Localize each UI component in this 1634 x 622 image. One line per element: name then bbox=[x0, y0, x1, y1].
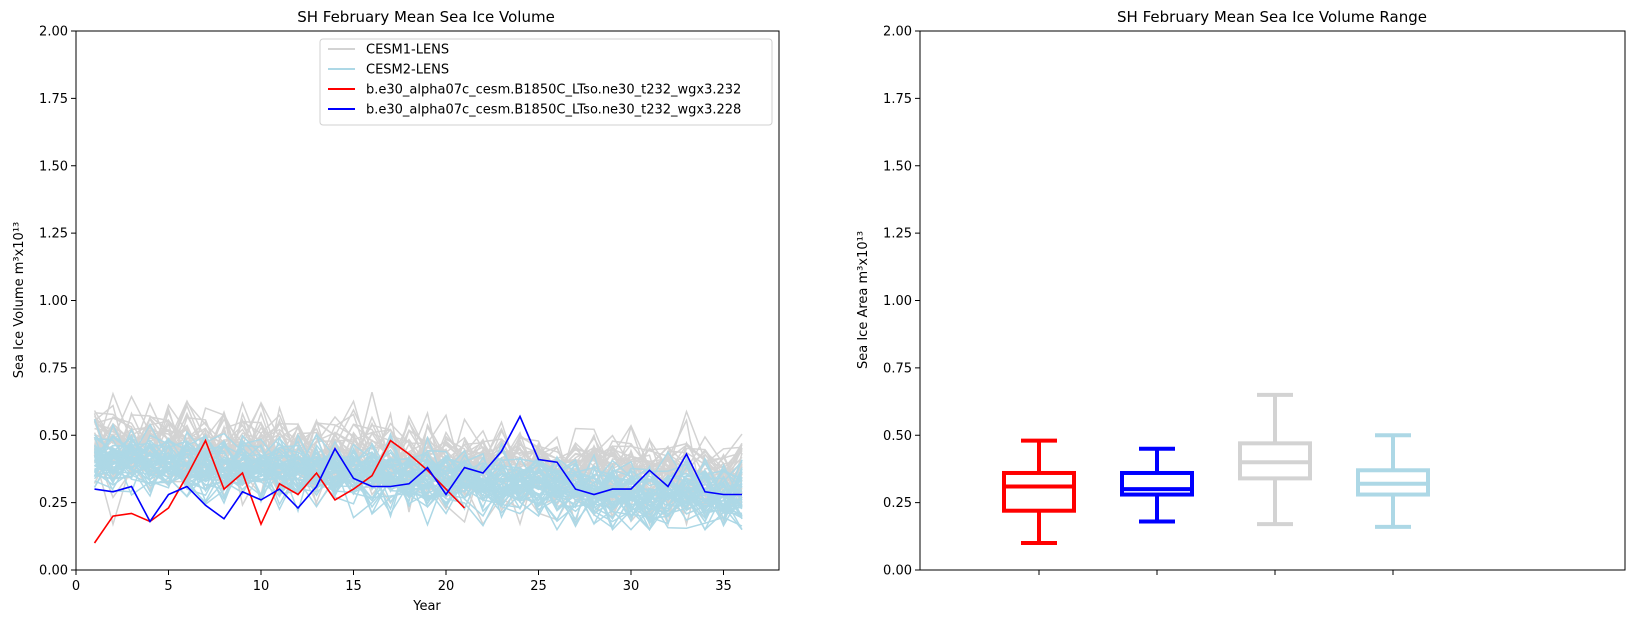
legend-entry: CESM2-LENS bbox=[366, 63, 449, 78]
y-tick-label: 1.75 bbox=[39, 92, 68, 107]
y-tick-label: 0.50 bbox=[39, 429, 68, 444]
y-tick-label: 0.25 bbox=[883, 496, 912, 511]
left-chart-title: SH February Mean Sea Ice Volume bbox=[297, 8, 555, 26]
x-tick-label: 35 bbox=[715, 579, 732, 594]
left-x-ticks: 0 5 10 15 20 25 30 35 bbox=[72, 570, 732, 594]
y-tick-label: 0.00 bbox=[39, 564, 68, 579]
y-tick-label: 1.25 bbox=[39, 227, 68, 242]
y-tick-label: 1.50 bbox=[883, 159, 912, 174]
y-tick-label: 1.75 bbox=[883, 92, 912, 107]
ensemble-member-line bbox=[93, 450, 743, 529]
box-plots bbox=[1002, 392, 1430, 546]
ensemble-member-line bbox=[94, 443, 743, 519]
x-tick-label: 15 bbox=[345, 579, 362, 594]
iqr-box bbox=[1002, 470, 1076, 513]
ensemble-member-line bbox=[94, 439, 743, 524]
experiment-lines bbox=[93, 414, 742, 544]
right-chart-panel: SH February Mean Sea Ice Volume Range 0.… bbox=[856, 8, 1626, 579]
iqr-box bbox=[1120, 470, 1194, 497]
y-tick-label: 1.00 bbox=[39, 294, 68, 309]
legend-entry: b.e30_alpha07c_cesm.B1850C_LTso.ne30_t23… bbox=[366, 103, 741, 118]
box-plot-1 bbox=[1002, 438, 1076, 546]
box-plot-3 bbox=[1238, 392, 1312, 527]
y-tick-label: 0.00 bbox=[883, 564, 912, 579]
ensemble-lines bbox=[93, 391, 743, 532]
ensemble-member-line bbox=[93, 434, 743, 520]
left-y-axis-label: Sea Ice Volume m³x10¹³ bbox=[12, 222, 27, 378]
x-tick-label: 30 bbox=[623, 579, 640, 594]
legend-entry: b.e30_alpha07c_cesm.B1850C_LTso.ne30_t23… bbox=[366, 83, 741, 98]
y-tick-label: 1.25 bbox=[883, 227, 912, 242]
ensemble-member-line bbox=[93, 434, 743, 517]
left-x-axis-label: Year bbox=[412, 599, 441, 614]
x-tick-label: 20 bbox=[438, 579, 455, 594]
ensemble-member-line bbox=[94, 436, 743, 519]
right-x-ticks bbox=[1038, 570, 1394, 575]
series-line-1 bbox=[93, 438, 466, 544]
y-tick-label: 1.00 bbox=[883, 294, 912, 309]
right-chart-title: SH February Mean Sea Ice Volume Range bbox=[1117, 8, 1427, 26]
ensemble-member-line bbox=[93, 423, 743, 513]
right-y-axis-label: Sea Ice Area m³x10¹³ bbox=[856, 231, 871, 369]
y-tick-label: 0.50 bbox=[883, 429, 912, 444]
x-tick-label: 5 bbox=[164, 579, 172, 594]
y-tick-label: 2.00 bbox=[39, 25, 68, 40]
box-plot-2 bbox=[1120, 446, 1194, 524]
legend: CESM1-LENS CESM2-LENS b.e30_alpha07c_cesm.… bbox=[319, 38, 773, 126]
right-plot-frame bbox=[919, 30, 1626, 571]
x-tick-label: 0 bbox=[72, 579, 80, 594]
x-tick-label: 10 bbox=[253, 579, 270, 594]
y-tick-label: 1.50 bbox=[39, 159, 68, 174]
legend-box bbox=[319, 38, 773, 126]
series-line-2 bbox=[94, 414, 742, 524]
y-tick-label: 0.75 bbox=[39, 361, 68, 376]
x-tick-label: 25 bbox=[530, 579, 547, 594]
left-chart-panel: SH February Mean Sea Ice Volume 0.00 0.25… bbox=[12, 8, 780, 614]
ensemble-member-line bbox=[93, 434, 743, 515]
y-tick-label: 0.25 bbox=[39, 496, 68, 511]
box-plot-4 bbox=[1356, 433, 1430, 529]
left-y-ticks: 0.00 0.25 0.50 0.75 1.00 1.25 1.50 1.75 2.00 bbox=[39, 25, 76, 579]
legend-entry: CESM1-LENS bbox=[366, 43, 449, 58]
y-tick-label: 2.00 bbox=[883, 25, 912, 40]
right-y-ticks: 0.00 0.25 0.50 0.75 1.00 1.25 1.50 1.75 2.00 bbox=[883, 25, 920, 579]
y-tick-label: 0.75 bbox=[883, 361, 912, 376]
